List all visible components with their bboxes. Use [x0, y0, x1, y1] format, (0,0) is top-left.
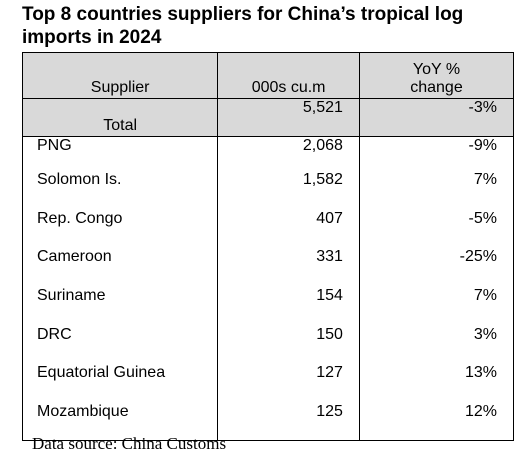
yoy-cell: 7% [358, 285, 514, 324]
total-label: Total [21, 98, 219, 137]
header-volume: 000s cu.m [217, 52, 360, 99]
volume-cell: 154 [217, 285, 360, 324]
table-title: Top 8 countries suppliers for China’s tr… [22, 4, 464, 48]
supplier-cell: Solomon Is. [21, 169, 219, 208]
table-row: Rep. Congo 407 -5% [21, 207, 514, 247]
supplier-cell: Equatorial Guinea [21, 362, 219, 402]
table-row: DRC 150 3% [21, 323, 514, 363]
header-row: Supplier 000s cu.m YoY % change [21, 52, 514, 99]
header-yoy-line1: YoY % [412, 61, 461, 78]
supplier-cell: PNG [21, 136, 219, 169]
header-yoy: YoY % change [358, 52, 514, 99]
table-row: Suriname 154 7% [21, 285, 514, 324]
table-row: Cameroon 331 -25% [21, 246, 514, 286]
volume-cell: 127 [217, 362, 360, 402]
table-row: PNG 2,068 -9% [21, 136, 514, 169]
suppliers-table: Supplier 000s cu.m YoY % change Total 5,5… [21, 52, 514, 441]
volume-cell: 331 [217, 246, 360, 286]
yoy-cell: 7% [358, 169, 514, 208]
yoy-cell: -5% [358, 207, 514, 247]
supplier-cell: Cameroon [21, 246, 219, 286]
supplier-cell: Rep. Congo [21, 207, 219, 247]
volume-cell: 125 [217, 401, 360, 441]
table-row: Solomon Is. 1,582 7% [21, 169, 514, 208]
volume-cell: 2,068 [217, 136, 360, 169]
supplier-cell: Mozambique [21, 401, 219, 441]
supplier-cell: Suriname [21, 285, 219, 324]
table-row: Equatorial Guinea 127 13% [21, 362, 514, 402]
yoy-cell: -9% [358, 136, 514, 169]
volume-cell: 150 [217, 323, 360, 363]
total-volume: 5,521 [217, 98, 360, 137]
yoy-cell: 13% [358, 362, 514, 402]
volume-cell: 407 [217, 207, 360, 247]
header-supplier: Supplier [21, 52, 219, 99]
yoy-cell: 3% [358, 323, 514, 363]
table-row: Mozambique 125 12% [21, 401, 514, 441]
total-row: Total 5,521 -3% [21, 98, 514, 137]
data-source-note: Data source: China Customs [32, 434, 227, 453]
yoy-cell: -25% [358, 246, 514, 286]
yoy-cell: 12% [358, 401, 514, 441]
volume-cell: 1,582 [217, 169, 360, 208]
supplier-cell: DRC [21, 323, 219, 363]
total-yoy: -3% [358, 98, 514, 137]
header-yoy-line2: change [410, 79, 463, 96]
